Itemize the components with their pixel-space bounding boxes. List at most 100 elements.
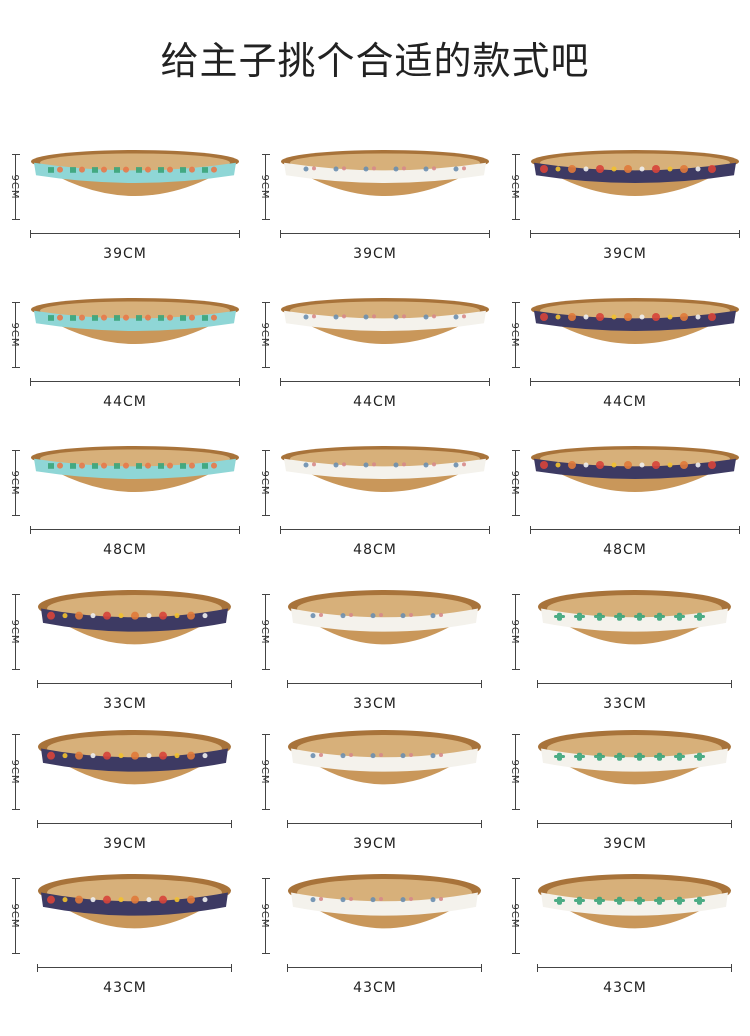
dimension-cap xyxy=(29,526,31,534)
product-card[interactable]: 9CM 39CM xyxy=(0,140,250,285)
dimension-cap xyxy=(262,302,270,303)
height-dimension: 9CM xyxy=(259,878,270,954)
dimension-line xyxy=(279,381,490,382)
dimension-line xyxy=(529,529,740,530)
dimension-line xyxy=(279,529,490,530)
dimension-line xyxy=(37,683,232,684)
dimension-line xyxy=(265,154,266,220)
height-dimension: 9CM xyxy=(8,154,20,220)
scratcher-bowl-image xyxy=(30,298,240,368)
width-dimension xyxy=(537,820,732,828)
scratcher-bowl-image xyxy=(287,874,482,954)
product-card[interactable]: 9CM 48CM xyxy=(500,436,750,581)
product-card[interactable]: 9CM 33CM xyxy=(250,580,500,725)
height-label: 9CM xyxy=(508,759,520,785)
product-card[interactable]: 9CM 43CM xyxy=(500,864,750,1009)
height-dimension: 9CM xyxy=(259,734,270,810)
height-dimension: 9CM xyxy=(509,302,520,368)
dimension-line xyxy=(15,878,16,954)
dimension-line xyxy=(515,154,516,220)
product-card[interactable]: 9CM 43CM xyxy=(250,864,500,1009)
dimension-cap xyxy=(262,219,270,220)
product-card[interactable]: 9CM 39CM xyxy=(500,720,750,865)
product-card[interactable]: 9CM 39CM xyxy=(250,140,500,285)
dimension-line xyxy=(279,233,490,234)
height-dimension: 9CM xyxy=(508,734,520,810)
dimension-cap xyxy=(262,515,270,516)
size-label: 44CM xyxy=(353,394,397,410)
product-card[interactable]: 9CM 43CM xyxy=(0,864,250,1009)
dimension-cap xyxy=(738,230,740,238)
dimension-line xyxy=(15,594,16,670)
size-label: 39CM xyxy=(603,246,647,262)
dimension-cap xyxy=(12,878,20,879)
dimension-cap xyxy=(512,154,520,155)
bowl-graphic xyxy=(38,874,231,929)
size-label: 48CM xyxy=(103,542,147,558)
height-dimension: 9CM xyxy=(508,594,520,670)
size-label: 48CM xyxy=(603,542,647,558)
dimension-line xyxy=(265,734,266,810)
size-label: 33CM xyxy=(353,696,397,712)
bowl-graphic xyxy=(530,446,739,493)
height-label: 9CM xyxy=(8,470,20,496)
dimension-cap xyxy=(512,302,520,303)
product-card[interactable]: 9CM 44CM xyxy=(250,288,500,433)
width-dimension xyxy=(529,230,740,238)
dimension-cap xyxy=(537,820,538,828)
dimension-line xyxy=(537,683,732,684)
dimension-cap xyxy=(512,367,520,368)
bowl-graphic xyxy=(38,590,231,645)
size-label: 48CM xyxy=(353,542,397,558)
dimension-cap xyxy=(738,378,740,386)
dimension-cap xyxy=(12,515,20,516)
dimension-line xyxy=(265,302,266,368)
dimension-cap xyxy=(481,964,482,972)
product-card[interactable]: 9CM 33CM xyxy=(500,580,750,725)
dimension-cap xyxy=(262,878,270,879)
dimension-line xyxy=(537,823,732,824)
product-card[interactable]: 9CM 33CM xyxy=(0,580,250,725)
bowl-graphic xyxy=(30,150,239,197)
width-dimension xyxy=(537,964,732,972)
height-label: 9CM xyxy=(508,619,520,645)
scratcher-bowl-image xyxy=(537,874,732,954)
dimension-cap xyxy=(12,450,20,451)
dimension-line xyxy=(515,878,516,954)
dimension-cap xyxy=(738,526,740,534)
product-card[interactable]: 9CM 44CM xyxy=(500,288,750,433)
height-dimension: 9CM xyxy=(259,154,270,220)
product-card[interactable]: 9CM 48CM xyxy=(250,436,500,581)
scratcher-bowl-image xyxy=(30,150,240,220)
width-dimension xyxy=(37,680,232,688)
dimension-cap xyxy=(12,669,20,670)
width-dimension xyxy=(279,230,490,238)
bowl-graphic xyxy=(288,874,481,929)
product-card[interactable]: 9CM 39CM xyxy=(0,720,250,865)
dimension-cap xyxy=(262,367,270,368)
dimension-cap xyxy=(287,964,288,972)
dimension-cap xyxy=(29,378,31,386)
dimension-line xyxy=(29,529,240,530)
width-dimension xyxy=(279,378,490,386)
scratcher-bowl-image xyxy=(530,298,740,368)
dimension-cap xyxy=(529,230,531,238)
product-card[interactable]: 9CM 39CM xyxy=(500,140,750,285)
size-label: 44CM xyxy=(103,394,147,410)
product-card[interactable]: 9CM 44CM xyxy=(0,288,250,433)
height-label: 9CM xyxy=(8,174,20,200)
dimension-cap xyxy=(731,820,732,828)
dimension-cap xyxy=(231,964,232,972)
height-dimension: 9CM xyxy=(9,878,20,954)
scratcher-bowl-image xyxy=(280,150,490,220)
height-label: 9CM xyxy=(508,174,520,200)
dimension-cap xyxy=(287,680,288,688)
product-card[interactable]: 9CM 48CM xyxy=(0,436,250,581)
dimension-cap xyxy=(512,450,520,451)
width-dimension xyxy=(287,820,482,828)
dimension-cap xyxy=(231,820,232,828)
height-dimension: 9CM xyxy=(8,450,20,516)
product-card[interactable]: 9CM 39CM xyxy=(250,720,500,865)
width-dimension xyxy=(529,378,740,386)
bowl-graphic xyxy=(538,874,731,929)
